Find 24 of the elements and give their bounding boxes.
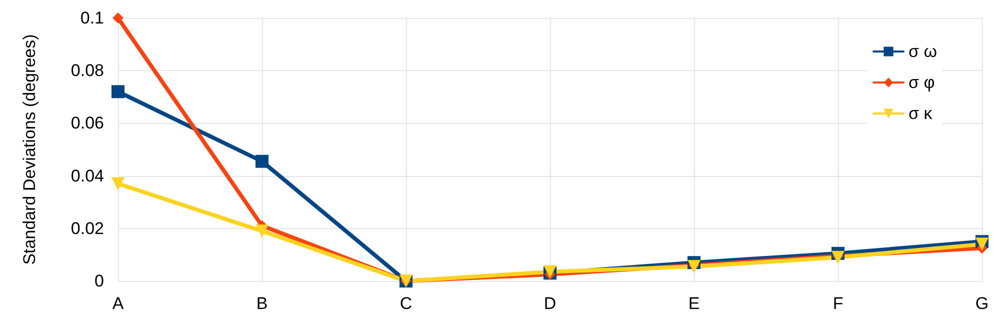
x-tick-label: C — [400, 294, 412, 313]
y-tick-label: 0.1 — [80, 8, 104, 28]
point — [112, 85, 124, 98]
x-tick-label: E — [688, 294, 700, 313]
y-tick-label: 0.04 — [70, 166, 104, 186]
x-tick-label: A — [112, 294, 124, 313]
point — [976, 238, 988, 251]
point — [256, 224, 268, 238]
y-tick-label: 0.02 — [70, 218, 104, 238]
point — [256, 154, 268, 168]
legend-label: σ κ — [908, 104, 933, 123]
point — [688, 260, 700, 274]
y-axis-title: Standard Deviations (degrees) — [20, 34, 39, 265]
y-tick-label: 0.08 — [70, 61, 104, 80]
point — [112, 12, 124, 24]
x-tick-label: B — [256, 294, 268, 313]
legend-label: σ φ — [908, 73, 935, 92]
x-tick-label: F — [832, 294, 844, 313]
x-tick-label: D — [544, 294, 556, 313]
y-tick-label: 0.06 — [70, 114, 104, 133]
legend-label: σ ω — [908, 42, 938, 61]
point — [112, 177, 124, 190]
x-tick-label: G — [975, 294, 989, 313]
y-tick-label: 0 — [94, 272, 104, 290]
